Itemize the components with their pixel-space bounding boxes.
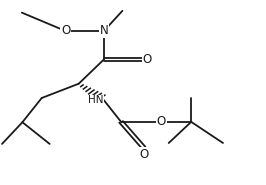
Text: O: O — [157, 115, 166, 128]
Text: O: O — [139, 148, 148, 161]
Text: HN: HN — [88, 95, 104, 105]
Text: O: O — [61, 24, 70, 38]
Text: N: N — [99, 24, 108, 38]
Text: O: O — [142, 53, 152, 66]
